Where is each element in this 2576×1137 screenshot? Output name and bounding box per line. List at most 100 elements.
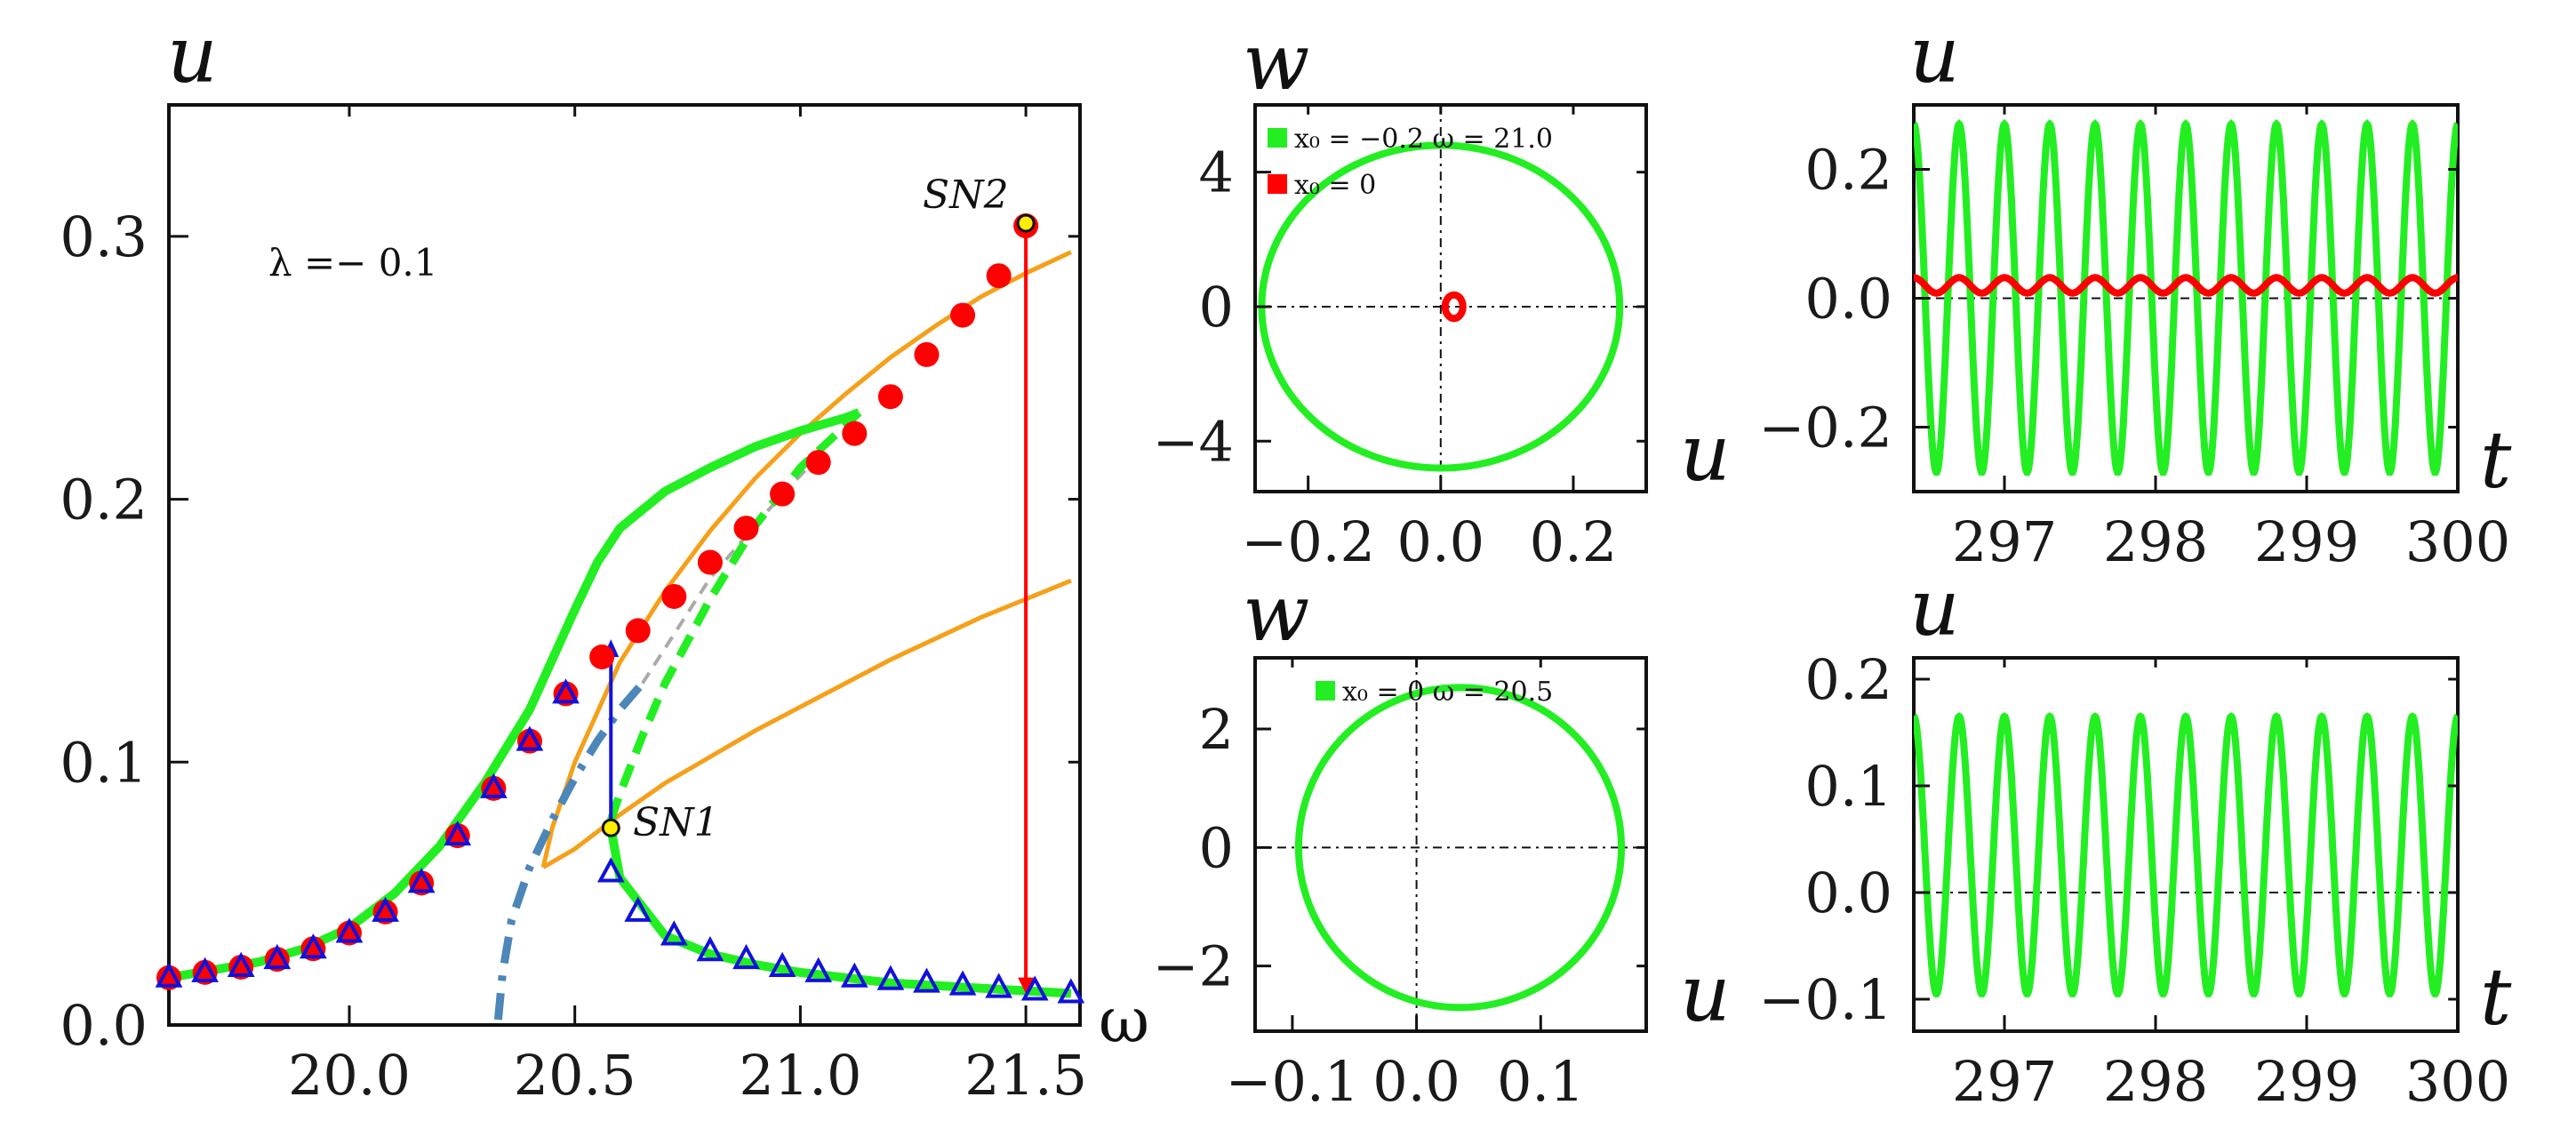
x-tick-label: 0.2	[1530, 509, 1618, 574]
red-jump-arrowhead	[1018, 977, 1035, 994]
y-tick-label: 0	[1199, 815, 1234, 880]
red-circle-marker	[661, 583, 687, 609]
sn2-label: SN2	[923, 172, 1009, 218]
blue-triangle-marker	[407, 868, 436, 893]
legend-top-red: x₀ = 0	[1294, 170, 1376, 201]
blue-triangle-marker	[1020, 975, 1049, 1001]
x-tick-label: 20.5	[514, 1043, 636, 1108]
blue-triangle-marker	[660, 920, 688, 946]
saddle-node-point-sn2	[1016, 213, 1036, 233]
x-tick-label: 298	[2103, 509, 2208, 574]
x-tick-label: 297	[1952, 509, 2057, 574]
legend-bottom-green: x₀ = 0 ω = 20.5	[1342, 677, 1553, 708]
phase-bottom-xlabel-u: u	[1680, 948, 1731, 1039]
x-tick-label: 0.1	[1497, 1049, 1585, 1114]
red-circle-marker	[697, 549, 723, 575]
panel-phase-top: −0.2 0.0 0.2 −4 0 4 w u x₀ = −0.2 ω = 21.0 x₀…	[1153, 16, 1731, 574]
x-tick-label: 0.0	[1372, 1049, 1460, 1114]
time-top-ylabel-u: u	[1909, 9, 1960, 100]
legend-swatch-green	[1268, 128, 1287, 148]
green-stable-branch	[169, 408, 861, 982]
time-bottom-xlabel-t: t	[2480, 951, 2512, 1043]
y-tick-label: 0	[1199, 275, 1234, 340]
blue-triangle-marker	[155, 962, 183, 988]
x-tick-label: 299	[2254, 1049, 2359, 1114]
x-tick-label: 20.0	[288, 1043, 411, 1108]
y-tick-label: 0.3	[60, 204, 148, 269]
green-lower-branch	[606, 827, 1072, 998]
blue-triangle-marker	[191, 957, 219, 982]
legend-swatch-red	[1268, 174, 1287, 194]
y-tick-label: 0.2	[1804, 647, 1892, 712]
panel-time-bottom: 297 298 299 300 −0.1 0.0 0.1 0.2 u t	[1758, 562, 2512, 1114]
phase-bottom-ticks: −0.1 0.0 0.1 −2 0 2	[1153, 658, 1646, 1114]
plot-frame-bifurcation	[167, 103, 1082, 1027]
red-circle-marker	[770, 481, 796, 507]
x-tick-label: 300	[2405, 1049, 2510, 1114]
blue-triangle-marker	[479, 773, 508, 798]
legend-top-green: x₀ = −0.2 ω = 21.0	[1294, 124, 1553, 155]
phase-top-curves	[1255, 105, 1646, 492]
red-circle-marker	[914, 341, 940, 367]
x-tick-label: 297	[1952, 1049, 2057, 1114]
time-series-x0-0-2	[1914, 119, 2458, 476]
red-circle-marker	[733, 516, 759, 541]
phase-top-ylabel-w: w	[1243, 16, 1309, 108]
red-circle-marker	[842, 420, 868, 446]
sn1-label: SN1	[633, 800, 719, 845]
plot-frame-phase-bottom	[1253, 656, 1648, 1033]
y-tick-label: 2	[1199, 697, 1234, 762]
plot-frame-phase-top	[1253, 103, 1648, 493]
orange-upper-curve	[540, 250, 1072, 869]
red-circle-marker	[589, 645, 615, 669]
blue-triangle-marker	[552, 678, 580, 704]
bifurcation-curves	[169, 250, 1072, 1021]
x-tick-label: −0.2	[1241, 509, 1375, 574]
time-series-x0-0	[1914, 274, 2458, 297]
x-tick-label: 21.5	[964, 1043, 1087, 1108]
blue-triangle-marker	[300, 933, 327, 959]
blue-triangle-marker	[732, 943, 760, 970]
y-tick-label: 0.2	[1804, 138, 1892, 203]
x-tick-label: 298	[2103, 1049, 2208, 1114]
bifurcation-markers	[155, 213, 1085, 1004]
time-top-curves	[1914, 119, 2458, 476]
legend-swatch-green-bottom	[1316, 681, 1335, 701]
y-tick-label: 0.2	[60, 468, 148, 532]
y-tick-label: 0.0	[1804, 861, 1892, 925]
panel-phase-bottom: −0.1 0.0 0.1 −2 0 2 w u x₀ = 0 ω = 20.5	[1153, 567, 1731, 1114]
lambda-annotation: λ =− 0.1	[268, 241, 438, 284]
time-series-x0-0	[1914, 712, 2458, 997]
red-circle-marker	[805, 450, 831, 476]
blue-triangle-marker	[263, 943, 292, 970]
y-tick-label: −2	[1153, 934, 1234, 999]
blue-triangle-marker	[227, 951, 255, 977]
phase-top-xlabel-u: u	[1680, 407, 1731, 499]
panel-time-top: 297 298 299 300 −0.2 0.0 0.2 u t	[1758, 9, 2512, 574]
red-circle-marker	[625, 618, 651, 644]
x-tick-label: −0.1	[1226, 1049, 1360, 1114]
x-axis-label-omega: ω	[1099, 984, 1149, 1057]
y-axis-label-u: u	[167, 9, 218, 100]
orbit-x0-0-orbit	[1294, 684, 1626, 1012]
phase-bottom-curves	[1255, 658, 1646, 1031]
y-tick-label: 0.1	[60, 730, 148, 795]
phase-bottom-ylabel-w: w	[1243, 567, 1309, 659]
blue-triangle-marker	[948, 970, 977, 996]
time-bottom-ylabel-u: u	[1909, 562, 1960, 653]
x-tick-label: 300	[2405, 509, 2510, 574]
blue-triangle-marker	[1057, 978, 1085, 1004]
panel-bifurcation: 20.0 20.5 21.0 21.5 0.0 0.1 0.2 0.3 u ω λ =− 0.…	[60, 9, 1149, 1108]
x-tick-label: 0.0	[1397, 509, 1485, 574]
blue-triangle-marker	[913, 967, 940, 993]
orbit-x0-0-orbit	[1441, 291, 1467, 323]
red-circle-marker	[950, 302, 976, 328]
blue-triangle-marker	[516, 725, 544, 751]
x-tick-label: 21.0	[739, 1043, 861, 1108]
blue-triangle-marker	[696, 936, 724, 962]
bifurcation-ticks: 20.0 20.5 21.0 21.5 0.0 0.1 0.2 0.3	[60, 105, 1087, 1108]
blue-triangle-marker	[624, 896, 652, 922]
blue-triangle-marker	[444, 820, 472, 846]
blue-triangle-marker	[372, 896, 399, 922]
